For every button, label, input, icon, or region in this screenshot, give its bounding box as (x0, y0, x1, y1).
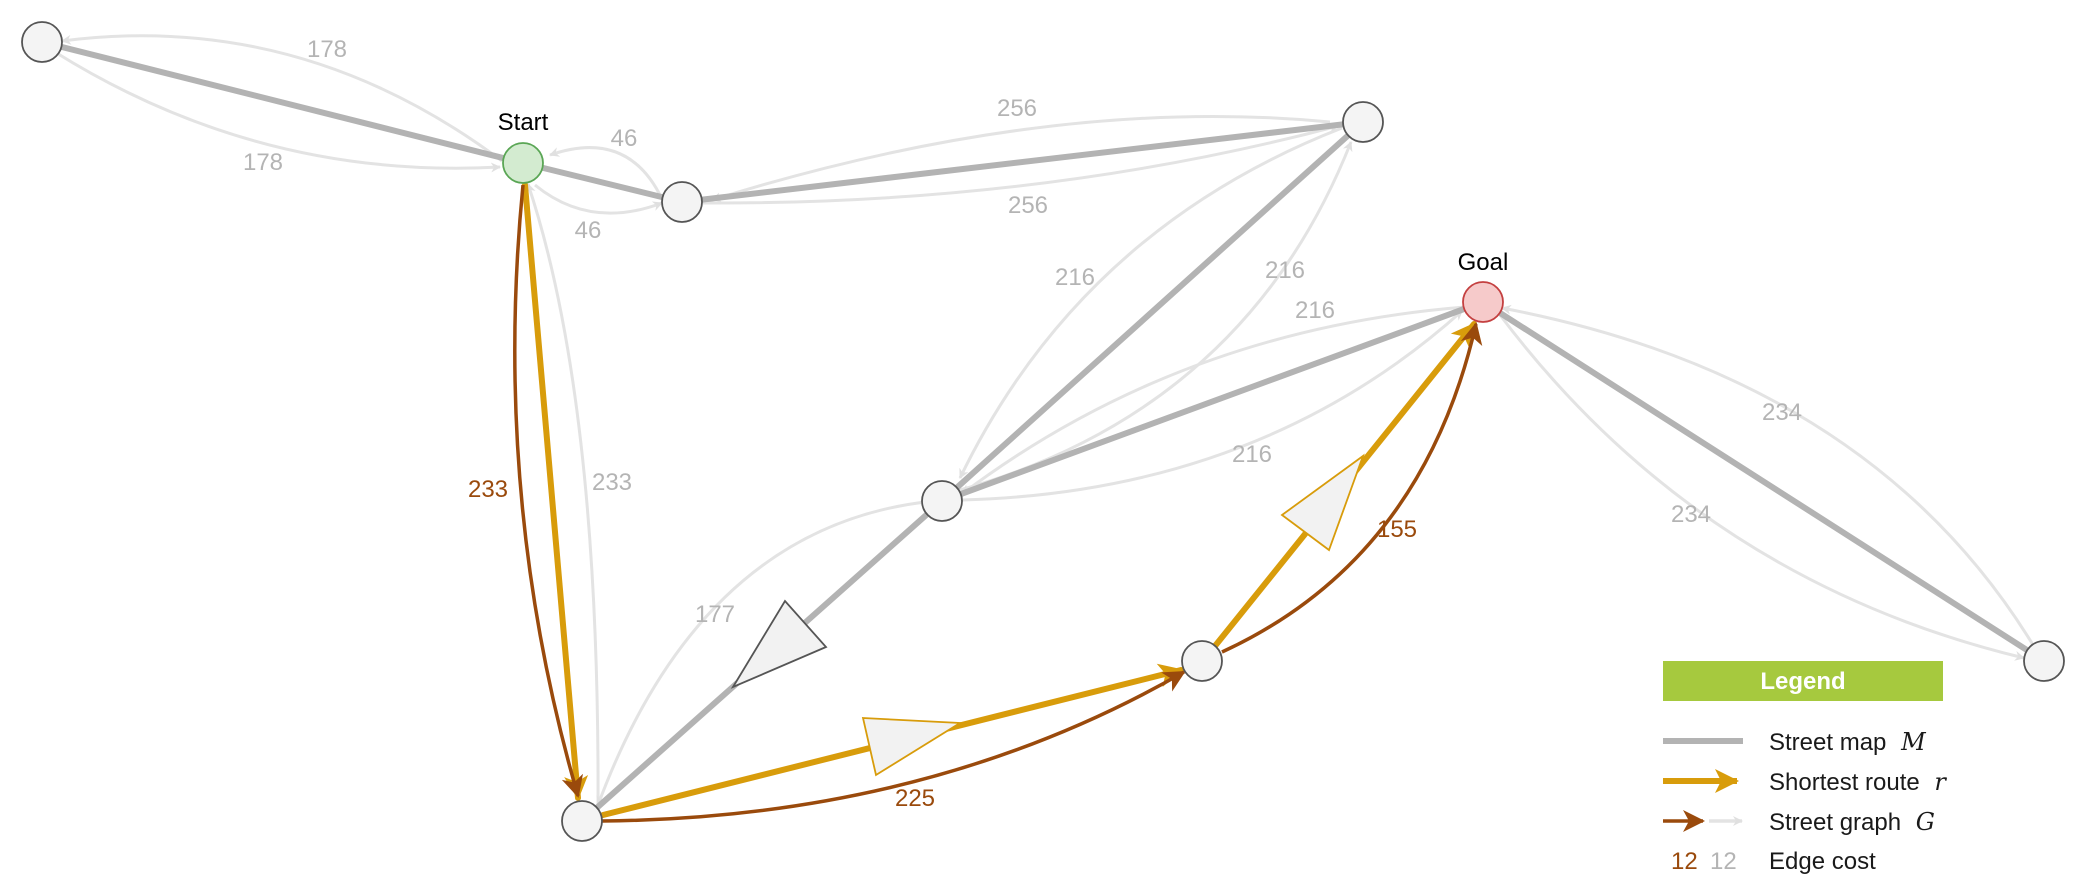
legend-shortest-route-label: Shortest route (1769, 769, 1920, 796)
goal-node (1462, 281, 1504, 323)
legend-street-map-label: Street map (1769, 729, 1886, 756)
legend-title: Legend (1760, 668, 1845, 695)
node (561, 800, 603, 842)
route-direction-triangle (1280, 453, 1365, 552)
graph-edge (549, 146, 664, 200)
legend-street-graph: Street graph G (1769, 808, 1935, 836)
legend-shortest-route-var: r (1934, 768, 1947, 796)
edge-cost: 256 (1008, 192, 1048, 219)
graph-edge (61, 34, 503, 163)
graph-edge (596, 500, 926, 806)
street-map-line (1480, 299, 2047, 664)
street-map-line (939, 299, 1486, 504)
graph-edge (958, 126, 1343, 479)
edge-cost: 216 (1232, 441, 1272, 468)
route-segment (522, 182, 589, 801)
edge-cost: 234 (1762, 399, 1802, 426)
street-graph-edges (54, 34, 2044, 811)
legend-cost-sample-brown: 12 (1671, 848, 1698, 875)
graph-edge (1501, 304, 2044, 661)
edge-cost: 216 (1055, 264, 1095, 291)
route-graph-edge (601, 670, 1186, 823)
node (921, 480, 963, 522)
edge-cost: 46 (611, 125, 638, 152)
direction-triangle (730, 599, 828, 689)
graph-edge (54, 50, 501, 173)
legend-street-graph-var: G (1916, 808, 1935, 836)
node (1342, 101, 1384, 143)
goal-label: Goal (1458, 249, 1509, 276)
edge-cost: 233 (468, 476, 508, 503)
edge-cost: 177 (695, 601, 735, 628)
legend-street-graph-label: Street graph (1769, 809, 1901, 836)
street-map-line (939, 119, 1366, 504)
graph-edge (699, 123, 1339, 205)
edge-cost: 178 (307, 36, 347, 63)
start-label: Start (498, 109, 549, 136)
legend-street-map-var: M (1900, 728, 1927, 756)
graph-edge (534, 183, 663, 215)
edge-cost: 155 (1377, 516, 1417, 543)
legend: Legend Street map M Shortest route r Str… (1663, 661, 1947, 875)
graph-edge (961, 305, 1466, 496)
route-graph-edge (1221, 322, 1483, 654)
street-map-line (39, 39, 526, 166)
route-graph-edges (513, 184, 1483, 823)
node (1181, 640, 1223, 682)
edge-cost: 216 (1295, 297, 1335, 324)
edge-cost: 46 (575, 217, 602, 244)
node (2023, 640, 2065, 682)
legend-edge-cost-label: Edge cost (1769, 848, 1876, 875)
legend-shortest-route: Shortest route r (1769, 768, 1947, 796)
edge-cost: 234 (1671, 501, 1711, 528)
legend-header (1663, 661, 1943, 701)
nodes (21, 21, 2065, 842)
node (21, 21, 63, 63)
graph-edge (1498, 314, 2025, 661)
route-graph-edge (513, 184, 583, 798)
street-map-line (520, 160, 685, 205)
street-map-line (679, 119, 1366, 205)
edge-cost: 233 (592, 469, 632, 496)
start-node (502, 142, 544, 184)
edge-cost: 216 (1265, 257, 1305, 284)
graph-edge (961, 309, 1464, 502)
node (661, 181, 703, 223)
graph-edge (711, 114, 1331, 203)
route-direction-triangle (861, 717, 963, 777)
graph-edge (526, 183, 600, 811)
edge-cost: 225 (895, 785, 935, 812)
edge-cost-labels: 178 178 46 46 256 256 216 216 216 216 23… (243, 36, 1802, 812)
edge-cost: 178 (243, 149, 283, 176)
legend-street-map: Street map M (1769, 728, 1927, 756)
legend-cost-sample-grey: 12 (1710, 848, 1737, 875)
edge-cost: 256 (997, 95, 1037, 122)
